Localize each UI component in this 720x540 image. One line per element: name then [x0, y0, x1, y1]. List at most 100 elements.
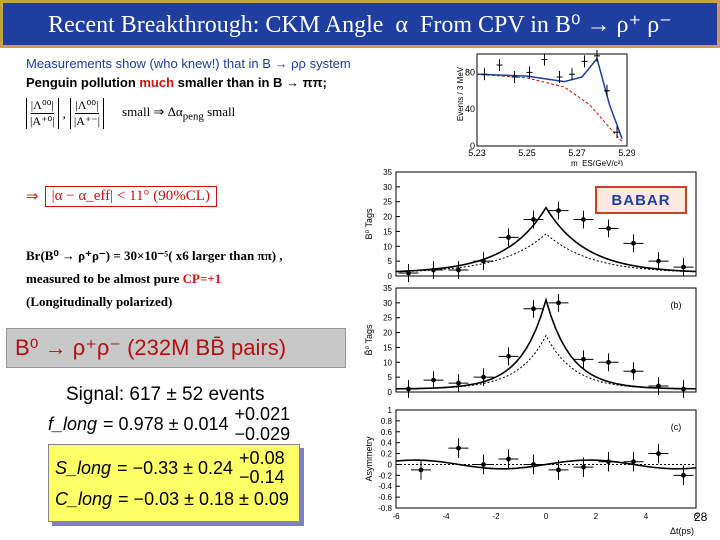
dt-ytick: -0.4 — [378, 482, 392, 491]
small-text: small ⇒ Δα — [122, 104, 183, 120]
dt-ytick: 0 — [388, 272, 393, 281]
clong-label: C_long — [55, 489, 113, 509]
dt-point — [681, 386, 686, 392]
clong-row: C_long = −0.03 ± 0.18 ± 0.09 — [55, 489, 293, 510]
flong-label: f_long — [48, 413, 98, 434]
dt-xlabel: Δt(ps) — [670, 526, 694, 536]
dt-ytick: 20 — [383, 213, 392, 222]
dt-point — [606, 459, 611, 465]
dt-ylabel: B̄⁰ Tags — [364, 324, 374, 355]
slong-label: S_long — [55, 457, 112, 478]
mes-xtick: 5.25 — [518, 148, 536, 158]
measurements-line: Measurements show (who knew!) that in B … — [26, 56, 351, 71]
peng-sub: peng — [182, 110, 204, 123]
dt-ytick: 0.8 — [381, 417, 393, 426]
dt-point — [631, 368, 636, 374]
implies-arrow: ⇒ — [26, 189, 39, 205]
dt-point — [556, 300, 561, 306]
dt-point — [481, 258, 486, 264]
dt-point — [406, 270, 411, 276]
mes-ytick: 0 — [470, 141, 475, 151]
dt-ylabel: Asymmetry — [364, 436, 374, 482]
dt-xtick: 4 — [644, 512, 649, 521]
dt-point — [656, 451, 661, 456]
penguin-suffix: smaller than in B → ππ; — [174, 75, 327, 90]
dt-xtick: 6 — [694, 512, 699, 521]
dt-background-curve — [395, 334, 697, 390]
dt-point — [506, 456, 511, 462]
dt-point — [431, 377, 436, 383]
decay-banner: B⁰ → ρ⁺ρ⁻ (232M BB̄ pairs) — [6, 328, 346, 368]
ratio-2: |Λ⁰⁰| |A⁺⁻| — [69, 98, 105, 129]
polarized-line: (Longitudinally polarized) — [26, 294, 173, 309]
page-number: 28 — [694, 510, 708, 524]
mes-xlabel: m_ES(GeV/c²) — [571, 159, 623, 166]
asym-fit-curve — [395, 459, 697, 470]
dt-point — [581, 356, 586, 362]
babar-logo: BABAR — [595, 186, 687, 214]
flong-result: f_long = 0.978 ± 0.014 +0.021 −0.029 — [48, 404, 290, 444]
slong-syst: +0.08 −0.14 — [239, 449, 285, 487]
dt-ytick: 25 — [383, 198, 392, 207]
signal-line: Signal: 617 ± 52 events — [66, 384, 265, 405]
dt-ytick: 1 — [388, 406, 393, 415]
dt-point — [531, 462, 536, 467]
dt-ytick: 0 — [388, 388, 393, 397]
dt-ytick: 0.2 — [381, 450, 393, 459]
penguin-much: much — [139, 75, 175, 90]
dt-background-curve — [395, 233, 697, 273]
dt-point — [681, 264, 686, 270]
pure-cp: CP=+1 — [182, 271, 222, 286]
dt-ytick: 0 — [388, 460, 393, 469]
dt-frame — [395, 171, 697, 277]
dt-xtick: 2 — [594, 512, 599, 521]
dt-ytick: 35 — [383, 284, 392, 293]
small-text2: small — [203, 104, 236, 120]
dt-ytick: 0.6 — [381, 428, 393, 437]
ratio1-num: |Λ⁰⁰| — [30, 98, 54, 114]
mes-ytick: 40 — [465, 104, 475, 114]
dt-ytick: 10 — [383, 358, 392, 367]
dt-panel-label: (b) — [671, 300, 682, 310]
dt-ytick: 35 — [383, 168, 392, 177]
dt-point — [418, 467, 424, 473]
dt-point — [581, 464, 586, 470]
mes-ytick: 80 — [465, 67, 475, 77]
dt-point — [631, 459, 636, 465]
mes-xtick: 5.27 — [568, 148, 586, 158]
flong-minus: −0.029 — [234, 424, 291, 444]
slong-value: = −0.33 ± 0.24 — [117, 457, 234, 478]
pure-line: measured to be almost pure CP=+1 — [26, 271, 356, 287]
dt-ylabel: B⁰ Tags — [364, 208, 374, 239]
ratio2-den: |A⁺⁻| — [73, 114, 101, 128]
mes-fit-curve — [476, 56, 623, 139]
dt-fit-curve — [395, 206, 697, 273]
ratio-1: |Λ⁰⁰| |A⁺⁰| — [26, 98, 59, 129]
dt-point — [631, 240, 636, 246]
ratio-row: |Λ⁰⁰| |A⁺⁰| , |Λ⁰⁰| |A⁺⁻| small ⇒ Δαpeng… — [26, 98, 356, 129]
dt-xtick: -2 — [492, 512, 500, 521]
ratio2-num: |Λ⁰⁰| — [75, 98, 99, 114]
dt-ytick: 15 — [383, 227, 392, 236]
dt-ytick: -0.2 — [378, 471, 392, 480]
dt-point — [606, 359, 611, 365]
dt-point — [506, 353, 511, 359]
dt-point — [431, 267, 436, 273]
dt-panel-label: (c) — [671, 422, 682, 432]
dt-ytick: 5 — [388, 257, 393, 266]
flong-plus: +0.021 — [234, 404, 291, 424]
left-column: Measurements show (who knew!) that in B … — [26, 56, 356, 129]
dt-point — [556, 208, 561, 214]
dt-point — [456, 267, 461, 273]
dt-frame — [395, 287, 697, 393]
mes-plot: 0 40 80 5.23 5.25 5.27 5.29m_ES(GeV/c²) Events … — [456, 49, 635, 166]
dt-point — [481, 374, 486, 380]
sc-result-box: S_long = −0.33 ± 0.24 +0.08 −0.14 C_long… — [48, 444, 300, 522]
dt-ytick: 15 — [383, 343, 392, 352]
mes-xtick: 5.23 — [468, 148, 486, 158]
dt-point — [556, 467, 561, 473]
dt-point — [656, 258, 661, 264]
dt-point — [481, 462, 486, 467]
flong-syst: +0.021 −0.029 — [235, 404, 291, 444]
